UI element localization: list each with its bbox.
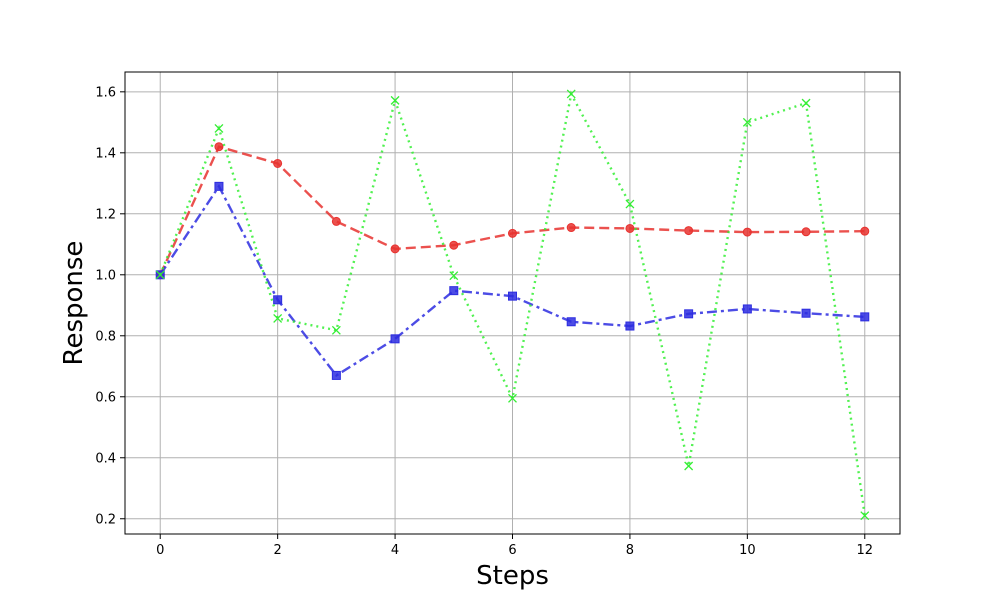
data-point — [742, 304, 752, 314]
y-tick-label: 1.4 — [95, 146, 116, 161]
data-point — [684, 309, 694, 319]
y-tick-label: 1.0 — [95, 268, 116, 283]
y-axis-title: Response — [59, 241, 89, 366]
data-point — [390, 334, 400, 344]
x-tick-label: 0 — [156, 543, 164, 558]
data-point — [742, 117, 752, 127]
x-tick-label: 2 — [274, 543, 282, 558]
grid — [125, 72, 900, 534]
series-0 — [155, 142, 870, 280]
y-tick-label: 0.6 — [95, 390, 116, 405]
y-tick-label: 0.4 — [95, 451, 116, 466]
data-point — [331, 370, 341, 380]
data-point — [449, 271, 459, 281]
y-tick-label: 0.2 — [95, 512, 116, 527]
series-2 — [155, 89, 870, 521]
data-point — [390, 244, 400, 254]
data-point — [860, 312, 870, 322]
data-point — [214, 142, 224, 152]
data-point — [331, 325, 341, 335]
y-tick-label: 0.8 — [95, 329, 116, 344]
data-point — [449, 240, 459, 250]
data-point — [331, 216, 341, 226]
data-point — [801, 98, 811, 108]
data-point — [625, 321, 635, 331]
data-point — [625, 223, 635, 233]
data-point — [390, 95, 400, 105]
data-point — [273, 313, 283, 323]
data-point — [742, 227, 752, 237]
data-point — [566, 223, 576, 233]
data-point — [273, 158, 283, 168]
series-layer — [155, 89, 870, 521]
data-point — [684, 226, 694, 236]
x-tick-label: 6 — [508, 543, 516, 558]
data-point — [273, 295, 283, 305]
x-axis-title: Steps — [476, 561, 549, 591]
data-point — [801, 308, 811, 318]
data-point — [684, 461, 694, 471]
x-tick-label: 8 — [626, 543, 634, 558]
data-point — [566, 89, 576, 99]
x-tick-label: 10 — [739, 543, 756, 558]
data-point — [508, 228, 517, 238]
data-point — [508, 291, 517, 301]
x-tick-label: 4 — [391, 543, 399, 558]
data-point — [860, 226, 870, 236]
x-tick-label: 12 — [856, 543, 873, 558]
x-axis: 0 2 4 6 8 10 12 — [156, 534, 873, 558]
y-axis: 0.2 0.4 0.6 0.8 1.0 1.2 1.4 1.6 — [95, 85, 125, 527]
data-point — [155, 270, 165, 280]
data-point — [625, 199, 635, 209]
data-point — [860, 511, 870, 521]
data-point — [449, 286, 459, 296]
data-point — [566, 317, 576, 327]
data-point — [214, 123, 224, 133]
data-point — [801, 227, 811, 237]
y-tick-label: 1.6 — [95, 85, 116, 100]
y-tick-label: 1.2 — [95, 207, 116, 222]
data-point — [508, 393, 517, 403]
data-point — [214, 181, 224, 191]
